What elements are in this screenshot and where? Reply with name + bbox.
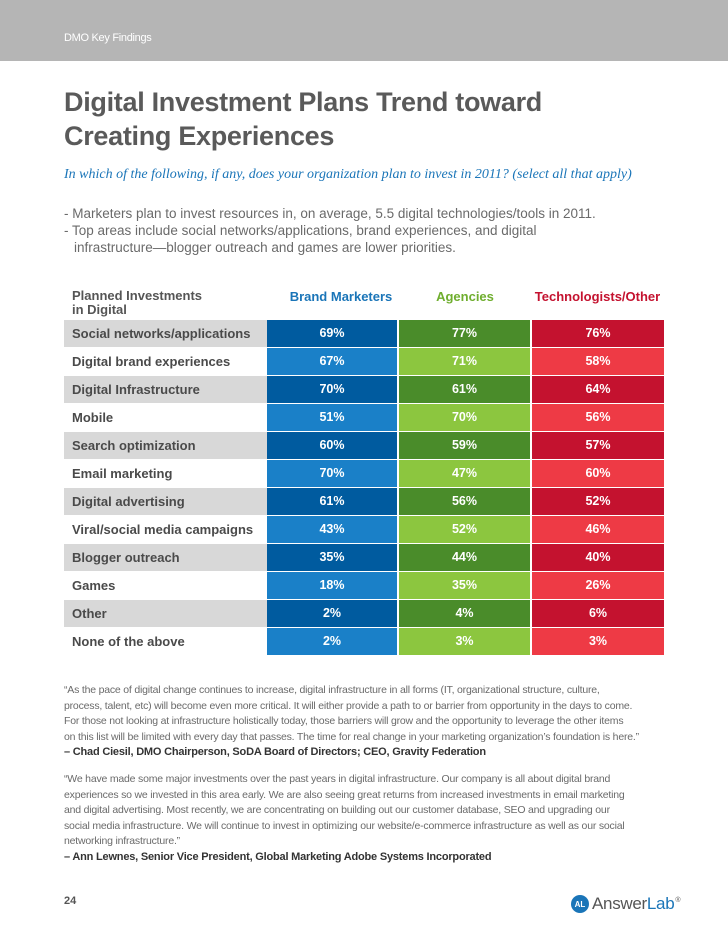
table-row: Other 2% 4% 6% xyxy=(64,600,664,627)
table-row: Email marketing 70% 47% 60% xyxy=(64,460,664,487)
row-label: Digital Infrastructure xyxy=(64,376,267,403)
brand-value: 35% xyxy=(267,544,397,571)
table-row: Digital brand experiences 67% 71% 58% xyxy=(64,348,664,375)
quote-line: “We have made some major investments ove… xyxy=(64,773,611,785)
survey-question: In which of the following, if any, does … xyxy=(64,167,632,182)
brand-value: 67% xyxy=(267,348,397,375)
title-line-1: Digital Investment Plans Trend toward xyxy=(64,87,542,117)
agency-value: 59% xyxy=(399,432,530,459)
row-label: Viral/social media campaigns xyxy=(64,516,267,543)
quote-attribution: – Chad Ciesil, DMO Chairperson, SoDA Boa… xyxy=(64,746,486,758)
tech-value: 58% xyxy=(532,348,664,375)
agency-value: 47% xyxy=(399,460,530,487)
header-technologists: Technologists/Other xyxy=(534,289,661,304)
header-agencies: Agencies xyxy=(436,289,494,304)
tech-value: 57% xyxy=(532,432,664,459)
table-row: Mobile 51% 70% 56% xyxy=(64,404,664,431)
quote-line: and digital advertising. Most recently, … xyxy=(64,804,610,816)
table-row: Social networks/applications 69% 77% 76% xyxy=(64,320,664,347)
tech-value: 6% xyxy=(532,600,664,627)
row-label: None of the above xyxy=(64,628,267,655)
agency-value: 70% xyxy=(399,404,530,431)
row-label: Digital advertising xyxy=(64,488,267,515)
quote-line: on this list will be limited with every … xyxy=(64,730,639,743)
agency-value: 71% xyxy=(399,348,530,375)
brand-value: 69% xyxy=(267,320,397,347)
logo-trademark: ® xyxy=(675,897,681,905)
row-label: Social networks/applications xyxy=(64,320,267,347)
tech-value: 40% xyxy=(532,544,664,571)
header-bar: DMO Key Findings xyxy=(0,0,728,61)
quote-line: process, talent, etc) will become even m… xyxy=(64,699,633,712)
key-findings: - Marketers plan to invest resources in,… xyxy=(64,205,684,256)
quote-line: social media infrastructure. We will con… xyxy=(64,819,625,832)
tech-value: 52% xyxy=(532,488,664,515)
tech-value: 3% xyxy=(532,628,664,655)
agency-value: 4% xyxy=(399,600,530,627)
table-row: Digital Infrastructure 70% 61% 64% xyxy=(64,376,664,403)
finding-1: - Marketers plan to invest resources in,… xyxy=(64,206,596,221)
quote-line: networking infrastructure.” xyxy=(64,835,180,847)
row-label: Mobile xyxy=(64,404,267,431)
header-planned-investments: Planned Investments in Digital xyxy=(72,289,252,317)
brand-value: 61% xyxy=(267,488,397,515)
brand-value: 70% xyxy=(267,376,397,403)
page-title: Digital Investment Plans Trend toward Cr… xyxy=(64,85,704,153)
agency-value: 3% xyxy=(399,628,530,655)
agency-value: 52% xyxy=(399,516,530,543)
table-header: Planned Investments in Digital Brand Mar… xyxy=(64,287,664,321)
quote-line: experiences so we invested in this area … xyxy=(64,788,625,801)
table-row: Viral/social media campaigns 43% 52% 46% xyxy=(64,516,664,543)
brand-value: 70% xyxy=(267,460,397,487)
answerlab-logo: AL AnswerLab® xyxy=(571,892,681,916)
agency-value: 77% xyxy=(399,320,530,347)
quote-attribution: – Ann Lewnes, Senior Vice President, Glo… xyxy=(64,850,492,863)
finding-2: - Top areas include social networks/appl… xyxy=(64,223,537,238)
answerlab-logo-icon: AL xyxy=(571,895,589,913)
investment-table: Social networks/applications 69% 77% 76%… xyxy=(64,320,664,656)
page-number: 24 xyxy=(64,895,77,907)
logo-lab: Lab xyxy=(646,894,675,913)
brand-value: 43% xyxy=(267,516,397,543)
row-label: Email marketing xyxy=(64,460,267,487)
table-row: Games 18% 35% 26% xyxy=(64,572,664,599)
tech-value: 46% xyxy=(532,516,664,543)
brand-value: 2% xyxy=(267,600,397,627)
row-label: Other xyxy=(64,600,267,627)
section-label: DMO Key Findings xyxy=(64,32,152,44)
header-brand-marketers: Brand Marketers xyxy=(289,289,393,304)
finding-2-continued: infrastructure—blogger outreach and game… xyxy=(74,240,456,255)
table-row: Digital advertising 61% 56% 52% xyxy=(64,488,664,515)
agency-value: 44% xyxy=(399,544,530,571)
tech-value: 64% xyxy=(532,376,664,403)
logo-answer: Answer xyxy=(592,894,647,913)
tech-value: 60% xyxy=(532,460,664,487)
header-planned-line-2: in Digital xyxy=(72,302,127,317)
tech-value: 56% xyxy=(532,404,664,431)
row-label: Blogger outreach xyxy=(64,544,267,571)
row-label: Search optimization xyxy=(64,432,267,459)
title-line-2: Creating Experiences xyxy=(64,121,335,151)
table-row: Search optimization 60% 59% 57% xyxy=(64,432,664,459)
quote-chad-ciesil: “As the pace of digital change continues… xyxy=(64,683,664,761)
agency-value: 61% xyxy=(399,376,530,403)
agency-value: 56% xyxy=(399,488,530,515)
logo-wordmark: AnswerLab® xyxy=(592,894,681,914)
brand-value: 51% xyxy=(267,404,397,431)
row-label: Digital brand experiences xyxy=(64,348,267,375)
quote-line: “As the pace of digital change continues… xyxy=(64,684,600,696)
tech-value: 76% xyxy=(532,320,664,347)
header-planned-line-1: Planned Investments xyxy=(72,288,203,303)
brand-value: 60% xyxy=(267,432,397,459)
table-row: Blogger outreach 35% 44% 40% xyxy=(64,544,664,571)
row-label: Games xyxy=(64,572,267,599)
brand-value: 18% xyxy=(267,572,397,599)
brand-value: 2% xyxy=(267,628,397,655)
agency-value: 35% xyxy=(399,572,530,599)
quote-line: For those not looking at infrastructure … xyxy=(64,715,624,727)
tech-value: 26% xyxy=(532,572,664,599)
table-row: None of the above 2% 3% 3% xyxy=(64,628,664,655)
quote-ann-lewnes: “We have made some major investments ove… xyxy=(64,772,664,865)
